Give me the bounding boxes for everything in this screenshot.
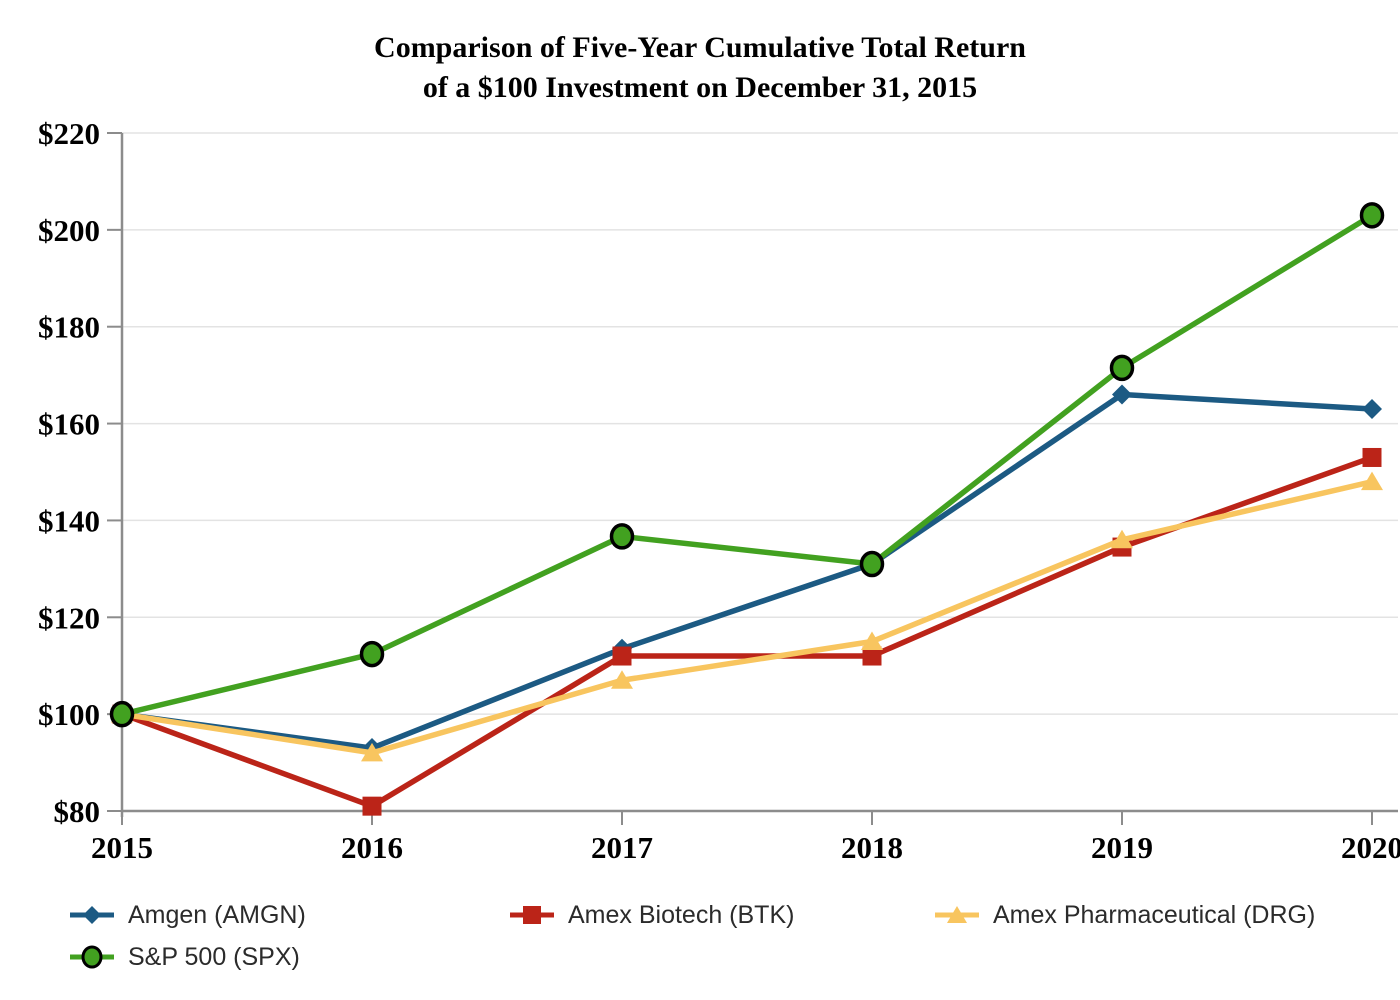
square-marker-icon [1362, 447, 1382, 467]
x-axis-label: 2016 [341, 830, 403, 865]
chart-title-line-1: Comparison of Five-Year Cumulative Total… [374, 31, 1026, 64]
sp500-circle-marker-icon [70, 945, 114, 969]
square-marker-icon [862, 646, 882, 666]
chart-title: Comparison of Five-Year Cumulative Total… [0, 28, 1400, 108]
square-marker-icon [612, 646, 632, 666]
legend-item-amex-biotech: Amex Biotech (BTK) [508, 901, 794, 929]
square-marker-icon [362, 796, 382, 816]
legend-label-sp500: S&P 500 (SPX) [128, 942, 300, 971]
triangle-marker-icon [611, 670, 633, 689]
x-axis-label: 2015 [91, 830, 153, 865]
circle-marker-icon [359, 640, 385, 668]
x-axis-label: 2019 [1091, 830, 1153, 865]
circle-marker-icon [109, 700, 135, 728]
circle-marker-icon [859, 550, 885, 578]
triangle-marker-icon [861, 631, 883, 650]
diamond-marker-icon [1112, 384, 1132, 405]
y-axis-label: $180 [38, 310, 100, 345]
x-axis-label: 2018 [841, 830, 903, 865]
circle-marker-icon [1109, 354, 1135, 382]
pharmaceutical-triangle-marker-icon [935, 906, 979, 923]
triangle-marker-icon [1111, 529, 1133, 549]
biotech-square-marker-icon [510, 906, 554, 924]
circle-marker-icon [609, 523, 635, 550]
circle-marker-icon [81, 945, 103, 969]
series-line-0 [121, 391, 1373, 751]
legend-label-amex-pharmaceutical: Amex Pharmaceutical (DRG) [993, 900, 1316, 929]
legend-label-amex-biotech: Amex Biotech (BTK) [568, 900, 795, 929]
x-axis-label: 2017 [591, 830, 653, 865]
y-axis-label: $160 [38, 407, 100, 442]
triangle-marker-icon [1361, 471, 1383, 491]
square-marker-icon [523, 906, 541, 924]
triangle-marker-icon [361, 742, 383, 762]
triangle-marker-icon [947, 906, 967, 923]
y-axis-label: $100 [38, 697, 100, 732]
y-axis-label: $120 [38, 600, 100, 635]
series-line-3 [121, 212, 1374, 717]
y-axis-label: $80 [54, 794, 101, 829]
series-line-1 [121, 454, 1373, 809]
diamond-marker-icon [1362, 399, 1382, 420]
legend-label-amgen: Amgen (AMGN) [128, 900, 306, 929]
amgen-diamond-marker-icon [70, 906, 114, 924]
chart-title-line-2: of a $100 Investment on December 31, 201… [422, 71, 978, 104]
legend-item-sp500: S&P 500 (SPX) [68, 943, 300, 971]
y-axis-label: $200 [38, 213, 100, 248]
y-axis-label: $220 [38, 116, 100, 151]
series-line-2 [121, 479, 1373, 756]
x-axis-label: 2020 [1341, 830, 1400, 865]
y-axis-label: $140 [38, 503, 100, 538]
diamond-marker-icon [83, 906, 101, 924]
circle-marker-icon [1359, 202, 1385, 229]
legend-item-amgen: Amgen (AMGN) [68, 901, 306, 929]
legend-item-amex-pharmaceutical: Amex Pharmaceutical (DRG) [933, 901, 1315, 929]
